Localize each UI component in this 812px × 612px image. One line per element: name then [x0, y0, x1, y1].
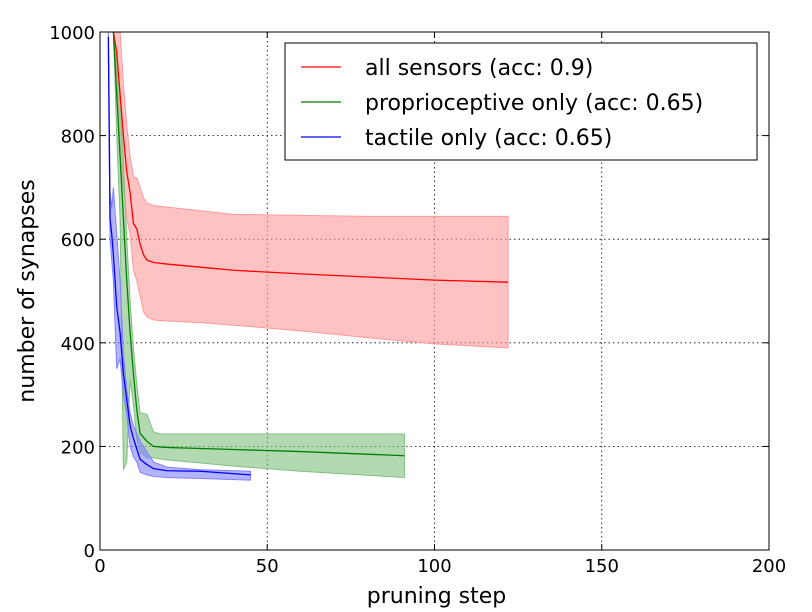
- all-sensors-band: [112, 32, 509, 349]
- confidence-bands: [107, 32, 509, 481]
- tactile-only-line: [107, 37, 251, 476]
- x-tick-label: 200: [752, 556, 786, 577]
- x-tick-label: 150: [585, 556, 619, 577]
- y-tick-label: 0: [84, 541, 95, 562]
- tactile-only-band: [107, 32, 252, 481]
- proprioceptive-only-line: [112, 32, 405, 457]
- series-lines: [107, 32, 509, 476]
- axis-ticks: 0 50 100 150 200 0 200 400 600 800 1000: [49, 23, 786, 577]
- legend-box: [284, 42, 758, 161]
- legend: all sensors (acc: 0.9) proprioceptive onl…: [284, 42, 758, 161]
- legend-label-tactile-only: tactile only (acc: 0.65): [365, 126, 612, 151]
- y-tick-label: 200: [61, 437, 95, 458]
- y-axis-label: number of synapses: [15, 179, 40, 402]
- x-tick-label: 50: [256, 556, 279, 577]
- legend-label-all-sensors: all sensors (acc: 0.9): [365, 56, 593, 81]
- x-tick-label: 100: [417, 556, 451, 577]
- y-tick-label: 400: [61, 334, 95, 355]
- y-tick-label: 1000: [49, 23, 95, 44]
- all-sensors-line: [112, 32, 509, 283]
- y-tick-label: 800: [61, 127, 95, 148]
- proprioceptive-only-band: [112, 32, 405, 479]
- x-tick-label: 0: [94, 556, 105, 577]
- x-axis-label: pruning step: [367, 584, 507, 609]
- legend-label-proprioceptive-only: proprioceptive only (acc: 0.65): [365, 91, 703, 116]
- y-tick-label: 600: [61, 230, 95, 251]
